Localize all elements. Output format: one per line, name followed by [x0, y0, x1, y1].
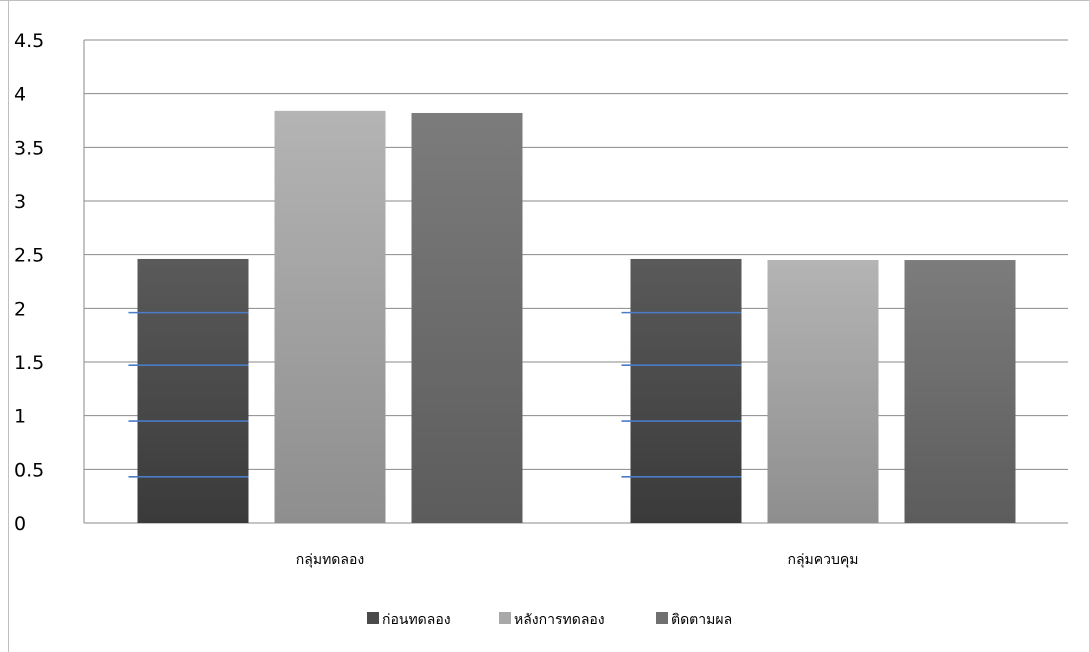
- x-category-label: กลุ่มควบคุม: [788, 552, 859, 568]
- x-axis-categories: กลุ่มทดลอง กลุ่มควบคุม: [296, 552, 859, 568]
- legend-label: ก่อนทดลอง: [382, 612, 451, 628]
- legend-label: ติดตามผล: [671, 612, 732, 628]
- legend-swatch: [367, 612, 379, 624]
- y-tick-label: 4.5: [14, 30, 44, 52]
- bar: [904, 260, 1016, 523]
- legend-swatch: [656, 612, 668, 624]
- bar: [274, 110, 386, 523]
- y-axis-ticks: 0 0.5 1 1.5 2 2.5 3 3.5 4 4.5: [14, 30, 44, 535]
- y-tick-label: 2: [14, 298, 26, 320]
- legend-swatch: [499, 612, 511, 624]
- y-tick-label: 2.5: [14, 245, 44, 267]
- y-tick-label: 1: [14, 406, 26, 428]
- bar: [767, 260, 879, 523]
- legend-label: หลังการทดลอง: [514, 612, 605, 628]
- legend: ก่อนทดลอง หลังการทดลอง ติดตามผล: [367, 612, 732, 628]
- y-tick-label: 0: [14, 513, 26, 535]
- y-tick-label: 1.5: [14, 352, 44, 374]
- y-tick-label: 0.5: [14, 459, 44, 481]
- bar: [630, 258, 742, 523]
- gridlines: [83, 39, 1068, 524]
- y-tick-label: 4: [14, 84, 26, 106]
- x-category-label: กลุ่มทดลอง: [296, 552, 364, 568]
- y-tick-label: 3: [14, 191, 26, 213]
- bar: [137, 258, 249, 523]
- frame-border-top: [0, 0, 1089, 1]
- frame-border-left: [8, 0, 9, 652]
- bars: [128, 110, 1016, 523]
- y-tick-label: 3.5: [14, 137, 44, 159]
- bar: [411, 112, 523, 523]
